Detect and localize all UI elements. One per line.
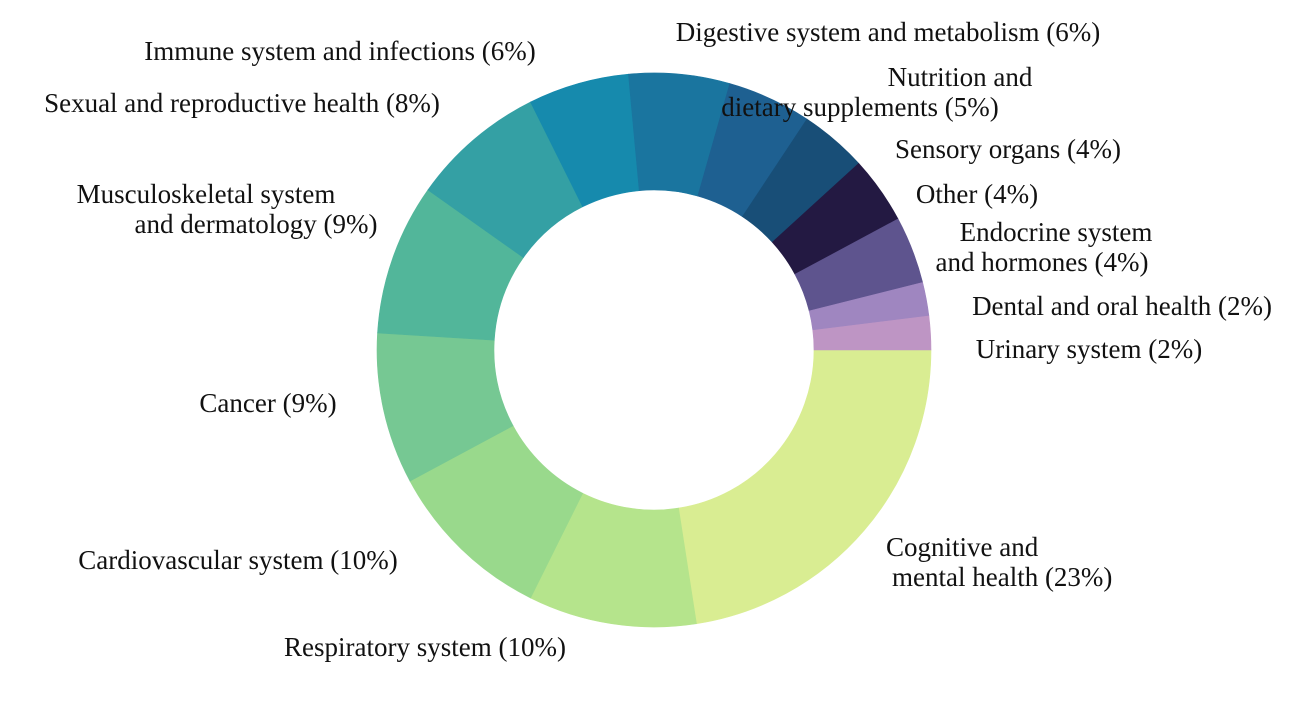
slice-label-line: Cardiovascular system (10%): [78, 545, 397, 575]
slice-label-musculoskeletal-system-and-dermatology: Musculoskeletal system and dermatology (9…: [77, 179, 378, 239]
slice-label-sensory-organs: Sensory organs (4%): [895, 134, 1121, 164]
slice-label-line: mental health (23%): [892, 562, 1112, 592]
slice-label-cancer: Cancer (9%): [199, 388, 336, 418]
slice-label-line: Immune system and infections (6%): [144, 36, 535, 66]
slice-label-line: Cancer (9%): [199, 388, 336, 418]
slice-label-line: Sexual and reproductive health (8%): [44, 88, 440, 118]
slice-label-line: Sensory organs (4%): [895, 134, 1121, 164]
slice-label-digestive-system-and-metabolism: Digestive system and metabolism (6%): [676, 17, 1100, 47]
slice-label-line: and hormones (4%): [936, 247, 1149, 277]
slice-label-line: Cognitive and: [886, 532, 1039, 562]
slice-label-cardiovascular-system: Cardiovascular system (10%): [78, 545, 397, 575]
slice-label-line: Nutrition and: [888, 62, 1033, 92]
slice-label-nutrition-and-dietary-supplements: Nutrition and dietary supplements (5%): [721, 62, 1033, 122]
slice-label-line: dietary supplements (5%): [721, 92, 998, 122]
slice-label-urinary-system: Urinary system (2%): [976, 334, 1202, 364]
slice-label-line: Digestive system and metabolism (6%): [676, 17, 1100, 47]
slice-label-dental-and-oral-health: Dental and oral health (2%): [972, 291, 1272, 321]
slice-label-line: Endocrine system: [960, 217, 1153, 247]
slice-label-line: and dermatology (9%): [135, 209, 378, 239]
slice-label-endocrine-system-and-hormones: Endocrine system and hormones (4%): [936, 217, 1153, 277]
slice-label-cognitive-and-mental-health: Cognitive and mental health (23%): [886, 532, 1112, 592]
labels-layer: Cognitive and mental health (23%) Respirat…: [44, 17, 1272, 662]
slice-label-line: Musculoskeletal system: [77, 179, 336, 209]
slices-layer: [376, 72, 932, 628]
slice-label-respiratory-system: Respiratory system (10%): [284, 632, 566, 662]
slice-label-other: Other (4%): [916, 179, 1038, 209]
slice-label-line: Dental and oral health (2%): [972, 291, 1272, 321]
slice-urinary-system: [812, 315, 932, 351]
slice-label-line: Other (4%): [916, 179, 1038, 209]
slice-cognitive-and-mental-health: [678, 349, 932, 625]
slice-label-sexual-and-reproductive-health: Sexual and reproductive health (8%): [44, 88, 440, 118]
slice-label-line: Respiratory system (10%): [284, 632, 566, 662]
slice-label-immune-system-and-infections: Immune system and infections (6%): [144, 36, 535, 66]
slice-label-line: Urinary system (2%): [976, 334, 1202, 364]
